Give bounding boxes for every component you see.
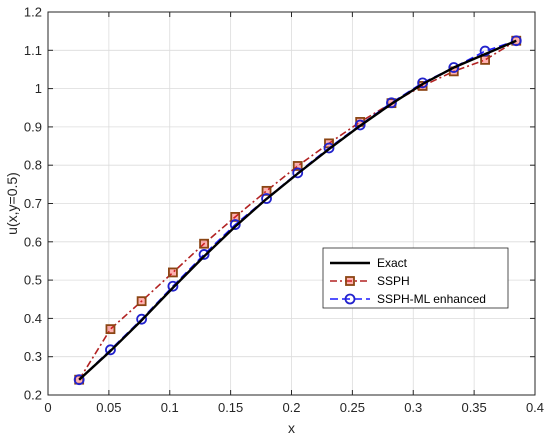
series-layer	[73, 35, 522, 386]
x-axis-label: x	[288, 420, 295, 436]
x-tick-label: 0.3	[404, 400, 422, 415]
x-tick-label: 0.2	[282, 400, 300, 415]
y-tick-label: 0.2	[24, 388, 42, 403]
data-point-ssph-ml-enhanced	[73, 374, 85, 386]
data-point-ssph-ml-enhanced	[105, 344, 116, 356]
y-tick-label: 0.4	[24, 311, 42, 326]
y-tick-label: 1	[35, 81, 42, 96]
data-point-ssph-ml-enhanced	[292, 167, 304, 179]
legend-label: SSPH-ML enhanced	[377, 292, 486, 306]
legend-entry-exact: Exact	[330, 256, 408, 270]
data-point-ssph-ml-enhanced	[229, 219, 241, 230]
data-point-ssph	[105, 324, 116, 335]
x-tick-label: 0.05	[96, 400, 121, 415]
series-line-exact	[78, 39, 517, 381]
data-point-ssph	[136, 296, 147, 307]
y-tick-label: 1.2	[24, 5, 42, 20]
y-tick-label: 0.7	[24, 196, 42, 211]
legend-label: SSPH	[377, 274, 410, 288]
data-point-ssph-ml-enhanced	[198, 249, 210, 260]
data-point-ssph	[292, 161, 303, 171]
x-tick-label: 0.35	[461, 400, 486, 415]
y-tick-label: 1.1	[24, 43, 42, 58]
data-point-ssph-ml-enhanced	[167, 280, 179, 292]
x-tick-label: 0	[44, 400, 51, 415]
data-point-ssph-ml-enhanced	[261, 193, 272, 204]
legend-label: Exact	[377, 256, 408, 270]
data-point-ssph-ml-enhanced	[448, 62, 460, 73]
y-tick-label: 0.5	[24, 273, 42, 288]
y-tick-label: 0.3	[24, 349, 42, 364]
y-axis-label: u(x,y=0.5)	[4, 172, 20, 235]
x-tick-label: 0.1	[161, 400, 179, 415]
legend-swatch-marker	[345, 276, 355, 286]
data-point-ssph	[199, 238, 209, 249]
legend: Exact SSPH SSPH-ML enhanced	[322, 247, 509, 309]
legend-entry-ssph: SSPH	[330, 274, 410, 288]
data-point-ssph-ml-enhanced	[354, 119, 366, 131]
y-tick-label: 0.9	[24, 119, 42, 134]
x-tick-label: 0.15	[218, 400, 243, 415]
data-point-ssph-ml-enhanced	[323, 142, 335, 154]
series-exact	[78, 39, 517, 381]
data-point-ssph-ml-enhanced	[510, 35, 522, 47]
y-tick-label: 0.6	[24, 234, 42, 249]
axis-ticks: 0 0.05 0.1 0.15 0.2 0.25 0.3 0.35 0.4 0.2 0.3 0.4 0.…	[24, 5, 544, 416]
data-point-ssph	[168, 267, 178, 278]
legend-swatch-marker	[344, 293, 356, 305]
series-line-ssph	[78, 40, 517, 381]
data-point-ssph-ml-enhanced	[386, 97, 397, 109]
data-point-ssph	[480, 54, 490, 65]
legend-entry-ssph-ml-enhanced: SSPH-ML enhanced	[330, 292, 486, 306]
grid-lines	[47, 11, 536, 396]
y-tick-label: 0.8	[24, 158, 42, 173]
x-tick-label: 0.4	[526, 400, 544, 415]
data-point-ssph-ml-enhanced	[136, 313, 148, 325]
x-tick-label: 0.25	[340, 400, 365, 415]
